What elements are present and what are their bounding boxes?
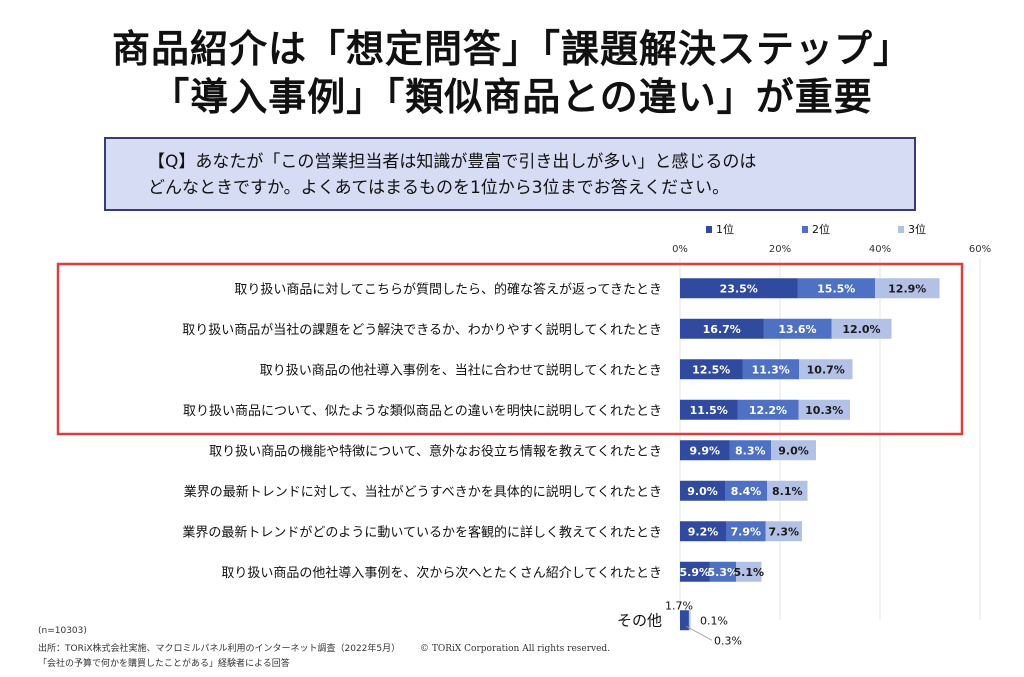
legend-swatch [802, 226, 808, 233]
data-label: 9.0% [687, 485, 718, 498]
legend-swatch [706, 226, 712, 233]
bar-segment [680, 318, 764, 339]
data-label: 9.2% [688, 525, 719, 538]
data-label: 12.5% [692, 363, 730, 376]
data-label: 11.3% [752, 363, 790, 376]
x-tick-label: 20% [769, 244, 791, 255]
bar-segment [680, 440, 730, 461]
bar-segment [680, 610, 689, 631]
question-box: 【Q】あなたが「この営業担当者は知識が豊富で引き出しが多い」と感じるのは どんな… [104, 137, 916, 211]
bar-segment [797, 278, 875, 299]
bar-segment [709, 561, 736, 582]
legend-label: 1位 [716, 222, 734, 236]
bar-segment [831, 318, 892, 339]
category-label: 業界の最新トレンドに対して、当社がどうすべきかを具体的に説明してくれたとき [184, 484, 662, 500]
data-label: 0.3% [714, 634, 742, 647]
data-label: 12.2% [749, 404, 787, 417]
data-label: 15.5% [817, 282, 855, 295]
data-label: 5.3% [707, 566, 738, 579]
question-line2: どんなときですか。よくあてはまるものを1位から3位までお答えください。 [148, 178, 730, 198]
bar-segment [680, 480, 725, 501]
data-label: 8.4% [731, 485, 762, 498]
bar-segment [680, 278, 798, 299]
bar-segment [736, 561, 762, 582]
data-label: 23.5% [720, 282, 758, 295]
bar-segment [729, 440, 771, 461]
data-label: 10.3% [805, 404, 843, 417]
bar-segment [725, 480, 767, 501]
category-label: 取り扱い商品が当社の課題をどう解決できるか、わかりやすく説明してくれたとき [182, 322, 662, 338]
data-label: 10.7% [807, 363, 845, 376]
category-label: 業界の最新トレンドがどのように動いているかを客観的に詳しく教えてくれたとき [182, 524, 662, 540]
data-label: 8.1% [772, 485, 803, 498]
bar-segment [771, 440, 816, 461]
data-label: 9.9% [689, 444, 720, 457]
highlight-frame [56, 262, 964, 436]
data-label: 5.1% [733, 566, 764, 579]
category-label: 取り扱い商品について、似たような類似商品との違いを明快に説明してくれたとき [183, 403, 662, 419]
bar-segment [765, 521, 802, 542]
sample-size: (n=10303) [38, 626, 87, 636]
data-label: 11.5% [690, 404, 728, 417]
data-label: 12.9% [888, 282, 926, 295]
data-label: 7.3% [768, 525, 799, 538]
question-line1: 【Q】あなたが「この営業担当者は知識が豊富で引き出しが多い」と感じるのは [148, 152, 757, 172]
bar-segment [798, 399, 850, 420]
category-label: 取り扱い商品に対してこちらが質問したら、的確な答えが返ってきたとき [234, 281, 662, 297]
bar-segment [680, 359, 743, 380]
respondent-note: 「会社の予算で何かを購買したことがある」経験者による回答 [38, 659, 290, 669]
x-tick-label: 40% [869, 244, 891, 255]
bar-segment [763, 318, 832, 339]
data-label: 0.1% [700, 614, 728, 627]
category-label: 取り扱い商品の機能や特徴について、意外なお役立ち情報を教えてくれたとき [209, 443, 662, 459]
data-label: 5.9% [679, 566, 710, 579]
category-label: 取り扱い商品の他社導入事例を、次から次へとたくさん紹介してくれたとき [221, 565, 662, 581]
page-title-line1: 商品紹介は「想定問答」「課題解決ステップ」 [111, 27, 912, 71]
bar-segment [799, 359, 853, 380]
source-note: 出所：TORiX株式会社実施、マクロミルパネル利用のインターネット調査（2022… [38, 644, 401, 654]
data-label: 12.0% [842, 323, 880, 336]
bar-segment [742, 359, 799, 380]
category-label: その他 [617, 611, 662, 629]
legend-label: 2位 [812, 222, 830, 236]
bar-segment [689, 610, 691, 631]
leader-line [685, 625, 713, 641]
copyright: © TORiX Corporation All rights reserved. [420, 644, 611, 654]
legend-swatch [898, 226, 904, 233]
x-tick-label: 0% [672, 244, 688, 255]
data-label: 16.7% [703, 323, 741, 336]
legend-label: 3位 [908, 222, 926, 236]
data-label: 7.9% [730, 525, 761, 538]
data-label: 8.3% [735, 444, 766, 457]
bar-segment [680, 521, 726, 542]
page-title-line2: 「導入事例」「類似商品との違い」が重要 [151, 75, 873, 119]
bar-segment [737, 399, 799, 420]
bar-segment [688, 610, 689, 631]
category-label: 取り扱い商品の他社導入事例を、当社に合わせて説明してくれたとき [260, 362, 662, 378]
bar-segment [680, 399, 738, 420]
bar-segment [875, 278, 940, 299]
data-label: 1.7% [665, 599, 693, 612]
bar-segment [680, 561, 710, 582]
data-label: 9.0% [778, 444, 809, 457]
data-label: 13.6% [778, 323, 816, 336]
bar-segment [726, 521, 766, 542]
bar-segment [767, 480, 808, 501]
x-tick-label: 60% [969, 244, 991, 255]
